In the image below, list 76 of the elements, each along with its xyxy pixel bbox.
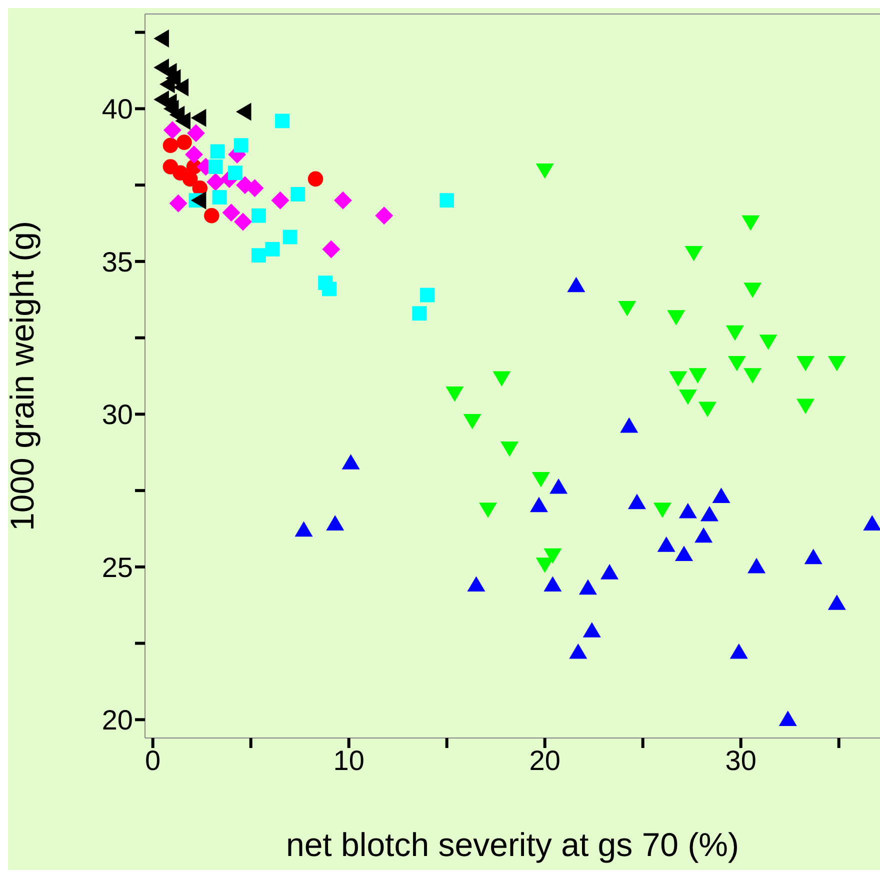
point (778, 710, 797, 726)
point (169, 194, 188, 212)
point (275, 114, 290, 128)
point (675, 546, 693, 562)
point (212, 190, 227, 204)
point (322, 240, 340, 258)
point (467, 576, 486, 592)
point (544, 576, 562, 592)
y-tick-label: 30 (102, 399, 133, 430)
x-tick-label: 10 (333, 744, 364, 776)
point (294, 521, 313, 537)
y-tick-label: 20 (102, 704, 133, 736)
point (420, 288, 434, 302)
point (271, 191, 290, 210)
point (567, 276, 586, 292)
y-axis-title: 1000 grain weight (g) (4, 220, 41, 532)
point (530, 496, 548, 512)
point (162, 159, 178, 174)
point (828, 594, 846, 610)
y-tick-label: 35 (102, 246, 133, 278)
point (628, 494, 646, 510)
point (186, 124, 205, 142)
point (251, 248, 266, 263)
point (234, 138, 248, 153)
point (536, 163, 554, 179)
point (712, 488, 730, 503)
point (700, 506, 718, 522)
point (569, 643, 588, 659)
point (342, 454, 360, 470)
point (265, 242, 280, 256)
point (204, 208, 220, 224)
y-tick-label: 25 (102, 552, 133, 583)
point (154, 29, 169, 48)
point (308, 171, 324, 187)
point (582, 622, 601, 638)
point (678, 502, 697, 518)
point (163, 121, 182, 140)
point (334, 191, 352, 210)
point (290, 187, 306, 202)
point (684, 246, 703, 262)
point (173, 78, 189, 96)
point (412, 306, 427, 321)
point (326, 515, 344, 530)
point (578, 579, 597, 595)
point (282, 230, 298, 244)
point (657, 536, 676, 552)
point (176, 134, 192, 150)
point (210, 144, 225, 159)
point (375, 206, 394, 225)
point (550, 478, 568, 494)
point (206, 173, 225, 192)
point (234, 212, 252, 231)
point (185, 146, 203, 164)
point (620, 417, 638, 433)
point (440, 193, 454, 208)
point (175, 112, 190, 130)
y-tick-label: 40 (102, 94, 133, 125)
point (742, 215, 760, 231)
point (863, 515, 880, 530)
point (600, 564, 619, 580)
point (251, 208, 266, 223)
x-axis-title: net blotch severity at gs 70 (%) (286, 826, 740, 863)
x-tick-label: 20 (529, 744, 560, 776)
point (730, 643, 748, 659)
point (694, 527, 713, 543)
point (190, 108, 206, 127)
point (190, 191, 206, 210)
point (236, 102, 252, 121)
x-tick-label: 30 (725, 744, 756, 776)
point (748, 558, 766, 574)
point (804, 548, 822, 564)
point (208, 160, 223, 174)
point (162, 138, 178, 154)
point (228, 166, 242, 180)
point (222, 204, 240, 222)
x-tick-label: 0 (145, 744, 161, 776)
